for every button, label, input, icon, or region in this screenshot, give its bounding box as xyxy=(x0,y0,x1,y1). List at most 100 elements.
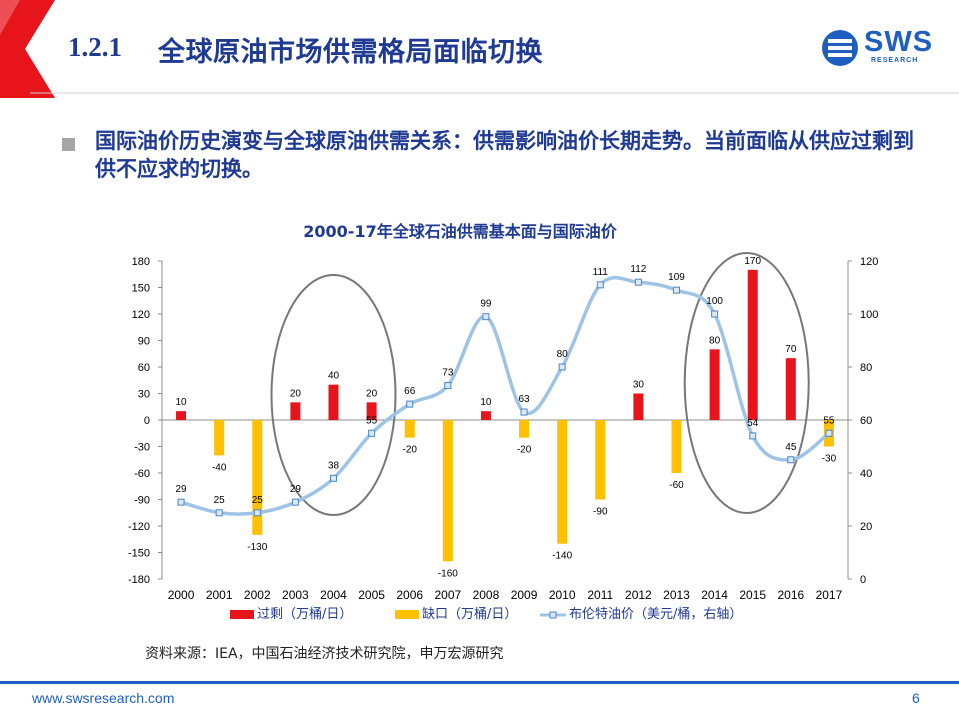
deficit-data-label: -20 xyxy=(517,445,532,456)
brent-point xyxy=(215,509,223,517)
surplus-bar xyxy=(290,402,301,420)
surplus-data-label: 70 xyxy=(785,344,797,355)
left-axis-tick-label: 120 xyxy=(132,309,150,321)
surplus-bar xyxy=(709,349,720,420)
deficit-bar xyxy=(557,420,568,544)
brent-point xyxy=(444,382,452,390)
legend-label-surplus: 过剩（万桶/日） xyxy=(257,607,353,622)
surplus-data-label: 10 xyxy=(480,397,492,408)
logo-subtext: RESEARCH xyxy=(871,57,919,64)
brent-data-label: 63 xyxy=(518,394,530,405)
footer-url[interactable]: www.swsresearch.com xyxy=(32,690,175,706)
x-axis-tick-label: 2007 xyxy=(434,588,461,600)
brent-data-label: 111 xyxy=(593,267,609,278)
surplus-bar xyxy=(785,358,796,420)
deficit-data-label: -160 xyxy=(438,568,458,579)
surplus-data-label: 80 xyxy=(709,335,721,346)
deficit-data-label: -40 xyxy=(212,462,227,473)
surplus-bar xyxy=(480,411,491,420)
logo-text: SWS xyxy=(864,26,934,58)
brent-point xyxy=(596,281,604,289)
highlight-circle-2002-2005 xyxy=(270,274,397,516)
brent-point xyxy=(253,509,261,517)
left-axis-tick-label: 90 xyxy=(138,336,150,348)
brent-point xyxy=(711,310,719,318)
brent-data-label: 25 xyxy=(252,495,264,506)
deficit-data-label: -20 xyxy=(402,445,417,456)
deficit-data-label: -60 xyxy=(669,480,684,491)
legend-swatch-brent xyxy=(540,611,566,618)
x-axis-tick-label: 2015 xyxy=(739,588,766,600)
brent-data-label: 55 xyxy=(366,415,378,426)
deficit-data-label: -130 xyxy=(247,542,267,553)
legend-item-surplus: 过剩（万桶/日） xyxy=(230,603,352,622)
left-axis-tick-label: 60 xyxy=(138,362,150,374)
x-axis-tick-label: 2017 xyxy=(816,588,843,600)
x-axis-tick-label: 2003 xyxy=(282,588,309,600)
left-axis-tick-label: -60 xyxy=(134,468,150,480)
left-axis-tick-label: -180 xyxy=(128,574,150,586)
brent-point xyxy=(787,456,795,464)
x-axis-tick-label: 2002 xyxy=(244,588,271,600)
x-axis-tick-label: 2005 xyxy=(358,588,385,600)
sws-logo: SWS RESEARCH xyxy=(820,26,940,68)
surplus-data-label: 30 xyxy=(633,380,645,391)
brent-point xyxy=(177,498,185,506)
x-axis-tick-label: 2001 xyxy=(206,588,233,600)
brent-data-label: 29 xyxy=(290,484,302,495)
x-axis-tick-label: 2016 xyxy=(777,588,804,600)
deficit-data-label: -90 xyxy=(593,507,608,518)
header-bar: 1.2.1 全球原油市场供需格局面临切换 SWS RESEARCH xyxy=(0,0,959,98)
brent-data-label: 100 xyxy=(706,296,723,307)
brent-point xyxy=(558,363,566,371)
header-decoration xyxy=(0,0,959,98)
deficit-bar xyxy=(404,420,415,438)
brent-point xyxy=(634,278,642,286)
deficit-bar xyxy=(671,420,682,473)
brent-data-label: 45 xyxy=(785,442,797,453)
legend-label-deficit: 缺口（万桶/日） xyxy=(422,607,518,622)
bullet-text: 国际油价历史演变与全球原油供需关系：供需影响油价长期走势。当前面临从供应过剩到供… xyxy=(95,129,914,181)
surplus-bar xyxy=(366,402,377,420)
left-axis-tick-label: 180 xyxy=(132,256,150,268)
right-axis-tick-label: 120 xyxy=(860,256,878,268)
right-axis-tick-label: 40 xyxy=(860,468,872,480)
brent-data-label: 66 xyxy=(404,386,416,397)
bullet-square-icon xyxy=(62,138,75,151)
deficit-bar xyxy=(442,420,453,562)
chart-canvas: 180 150 120 90 60 30 0 -30 -60 -90 -120 -150 -180 120… xyxy=(128,252,878,600)
highlight-circle-2014-2016 xyxy=(683,252,810,514)
x-axis-tick-label: 2011 xyxy=(587,588,613,600)
surplus-data-label: 10 xyxy=(175,397,187,408)
x-axis-tick-label: 2013 xyxy=(663,588,690,600)
left-axis-tick-label: 30 xyxy=(138,389,150,401)
deficit-data-label: -30 xyxy=(822,454,837,465)
x-axis-tick-label: 2012 xyxy=(625,588,652,600)
legend-label-brent: 布伦特油价（美元/桶，右轴） xyxy=(569,607,743,622)
left-axis-tick-label: -150 xyxy=(128,548,150,560)
x-axis-tick-label: 2004 xyxy=(320,588,347,600)
brent-point xyxy=(825,429,833,437)
brent-point xyxy=(749,432,757,440)
surplus-bar xyxy=(633,393,644,420)
deficit-bar xyxy=(252,420,263,535)
x-axis-tick-label: 2000 xyxy=(168,588,195,600)
brent-data-label: 73 xyxy=(442,368,454,379)
surplus-bar xyxy=(747,269,758,420)
surplus-data-label: 20 xyxy=(290,388,302,399)
brent-point xyxy=(368,429,376,437)
brent-price-line xyxy=(180,275,831,516)
surplus-bar xyxy=(328,384,339,420)
brent-data-label: 29 xyxy=(175,484,187,495)
brent-data-label: 54 xyxy=(747,418,759,429)
source-note: 资料来源：IEA，中国石油经济技术研究院，申万宏源研究 xyxy=(145,646,504,662)
brent-data-label: 112 xyxy=(630,264,646,275)
x-axis-tick-label: 2010 xyxy=(549,588,576,600)
x-axis-tick-label: 2008 xyxy=(473,588,500,600)
surplus-data-label: 20 xyxy=(366,388,378,399)
legend-item-deficit: 缺口（万桶/日） xyxy=(395,603,517,622)
chart-title: 2000-17年全球石油供需基本面与国际油价 xyxy=(303,222,617,241)
brent-point xyxy=(330,474,337,482)
brent-data-label: 25 xyxy=(214,495,226,506)
surplus-data-label: 170 xyxy=(744,256,761,267)
